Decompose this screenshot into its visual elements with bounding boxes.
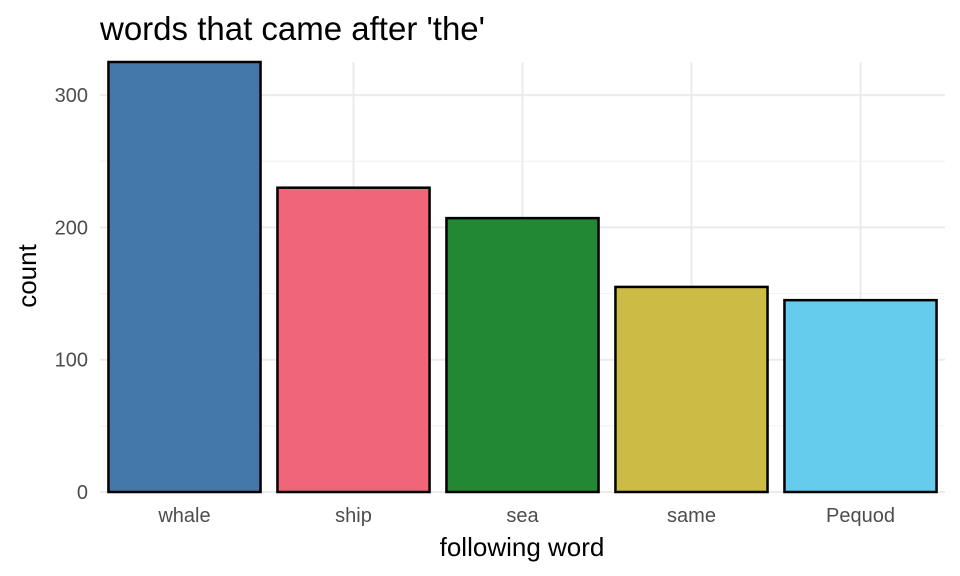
bar-pequod [783,298,938,494]
x-axis-title: following word [440,532,605,562]
x-tick-label: whale [157,505,210,527]
bar-same [614,285,769,494]
x-tick-label: sea [506,505,539,527]
y-axis-title: count [12,243,42,307]
y-axis-ticks: 0 100 200 300 [55,85,88,504]
bar-whale [107,60,262,494]
bar-sea [445,216,600,494]
y-tick-label: 300 [55,85,88,107]
bar-ship [276,186,431,494]
y-tick-label: 200 [55,217,88,239]
y-tick-label: 100 [55,350,88,372]
x-tick-label: same [667,505,716,527]
x-tick-label: ship [335,505,372,527]
x-tick-label: Pequod [826,505,895,527]
x-axis-ticks: whale ship sea same Pequod [157,505,895,527]
bars [107,60,938,494]
y-tick-label: 0 [77,482,88,504]
chart-title: words that came after 'the' [99,10,485,47]
